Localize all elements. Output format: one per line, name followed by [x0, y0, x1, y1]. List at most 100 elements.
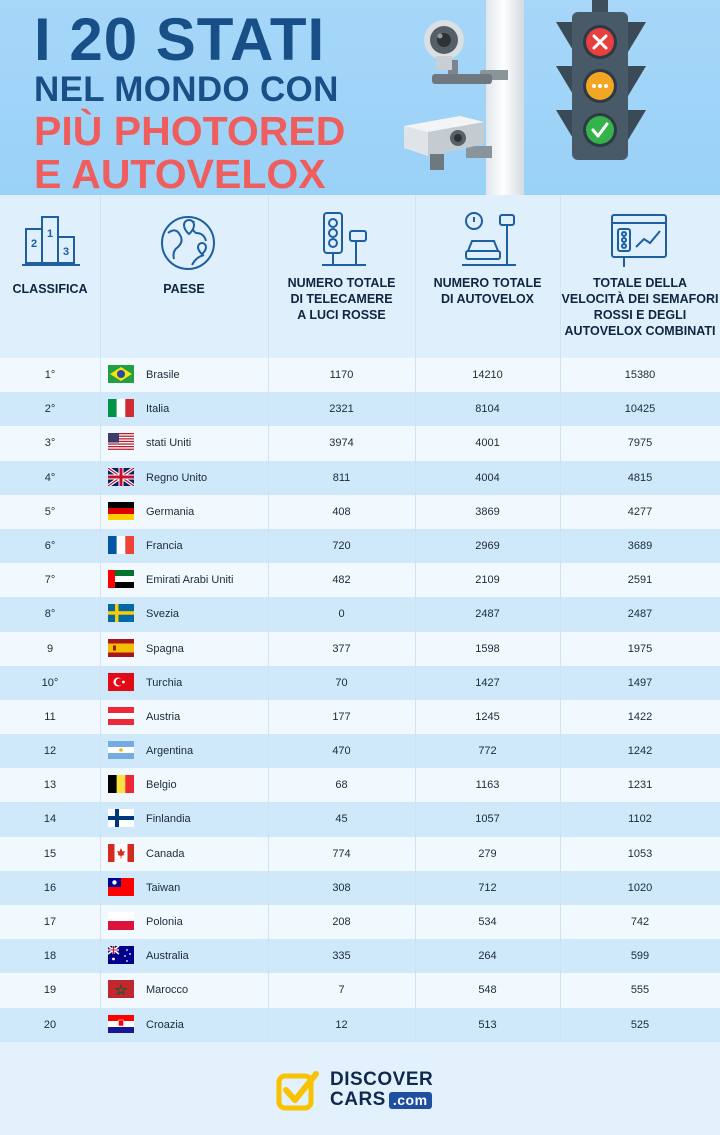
- rank-cell: 7°: [44, 574, 56, 587]
- header-speed-line-1: NUMERO TOTALE: [433, 276, 542, 290]
- header-total-line-3: ROSSI E DEGLI: [593, 308, 687, 322]
- table-header: 1 2 3 CLASSIFICA PAESE: [0, 195, 720, 358]
- total-cell: 7975: [627, 437, 653, 450]
- column-divider: [268, 195, 269, 1040]
- title-line-1: I 20 STATI: [34, 6, 326, 73]
- country-cell: Croazia: [146, 1018, 184, 1031]
- country-cell: Emirati Arabi Uniti: [146, 574, 234, 587]
- column-divider: [415, 195, 416, 1040]
- rank-cell: 11: [44, 710, 56, 723]
- table-body: 1° Brasile 1170 14210 15380 2° Italia 2321 8104 1…: [0, 358, 720, 1042]
- header-speed-line-2: DI AUTOVELOX: [440, 292, 535, 306]
- total-cell: 10425: [624, 403, 656, 416]
- flag-es-icon: [108, 638, 134, 657]
- rank-cell: 17: [43, 916, 57, 928]
- country-cell: Spagna: [146, 642, 184, 655]
- traffic-light-illustration: [556, 0, 646, 160]
- country-cell: Marocco: [146, 984, 189, 997]
- speed-cell: 548: [478, 984, 497, 997]
- total-cell: 4815: [627, 471, 653, 484]
- table-row: 3° stati Uniti 3974 4001 7975: [0, 426, 720, 461]
- table-row: 8° Svezia 0 2487 2487: [0, 597, 720, 632]
- total-cell: 2591: [627, 574, 653, 587]
- logo-domain: .com: [388, 1092, 432, 1109]
- country-cell: Canada: [146, 847, 185, 860]
- table-row: 2° Italia 2321 8104 10425: [0, 392, 720, 427]
- red-light-cell: 177: [332, 710, 351, 723]
- rank-cell: 5°: [44, 505, 56, 518]
- red-light-cell: 1170: [329, 369, 354, 381]
- country-cell: Argentina: [146, 745, 194, 758]
- speed-cell: 1163: [475, 779, 500, 792]
- speed-cell: 712: [478, 881, 497, 894]
- red-light-cell: 720: [332, 539, 351, 552]
- total-cell: 1053: [627, 847, 653, 860]
- table-row: 17 Polonia 208 534 742: [0, 905, 720, 940]
- total-cell: 1975: [627, 642, 653, 655]
- header-total-line-1: TOTALE DELLA: [593, 276, 687, 290]
- rank-cell: 4°: [44, 471, 56, 484]
- country-cell: stati Uniti: [146, 437, 192, 450]
- total-cell: 3689: [627, 539, 653, 552]
- table-row: 1° Brasile 1170 14210 15380: [0, 358, 720, 393]
- header-banner: I 20 STATI NEL MONDO CON PIÙ PHOTORED E …: [0, 0, 720, 195]
- speed-cell: 8104: [475, 403, 500, 416]
- total-cell: 1102: [628, 813, 652, 826]
- title-line-3: PIÙ PHOTORED: [34, 108, 346, 154]
- red-light-cell: 45: [335, 813, 348, 826]
- red-light-cell: 12: [335, 1018, 348, 1031]
- rank-cell: 8°: [44, 608, 56, 621]
- flag-tr-icon: [108, 672, 134, 691]
- rank-cell: 2°: [44, 403, 56, 416]
- header-red-light: NUMERO TOTALE DI TELECAMERE A LUCI ROSSE: [268, 275, 415, 323]
- rank-cell: 18: [43, 950, 57, 963]
- page-title: I 20 STATI NEL MONDO CON PIÙ PHOTORED E …: [34, 10, 345, 195]
- speed-cell: 4004: [475, 471, 500, 484]
- country-cell: Polonia: [146, 916, 183, 928]
- rank-cell: 12: [43, 745, 57, 758]
- red-light-cell: 408: [332, 505, 351, 518]
- rank-cell: 6°: [44, 539, 56, 552]
- table-row: 19 Marocco 7 548 555: [0, 973, 720, 1008]
- red-light-cell: 70: [335, 676, 348, 689]
- red-light-cell: 68: [335, 779, 348, 792]
- header-total: TOTALE DELLA VELOCITÀ DEI SEMAFORI ROSSI…: [560, 275, 720, 339]
- table-row: 11 Austria 177 1245 1422: [0, 699, 720, 735]
- total-cell: 1497: [627, 676, 653, 689]
- speed-cell: 2487: [475, 608, 500, 621]
- table-row: 6° Francia 720 2969 3689: [0, 528, 720, 564]
- country-cell: Germania: [146, 505, 195, 518]
- country-cell: Finlandia: [146, 813, 191, 826]
- cctv-camera-icon: [424, 20, 508, 84]
- total-cell: 1020: [627, 881, 653, 894]
- rank-cell: 13: [43, 779, 57, 792]
- svg-text:2: 2: [31, 238, 37, 250]
- red-light-cell: 482: [332, 574, 351, 587]
- header-total-line-4: AUTOVELOX COMBINATI: [564, 324, 716, 338]
- red-light-cell: 0: [338, 608, 345, 621]
- speed-cell: 2969: [475, 539, 500, 552]
- speed-cell: 1598: [475, 642, 500, 655]
- country-cell: Turchia: [146, 676, 183, 689]
- speed-cell: 1057: [475, 813, 500, 826]
- flag-it-icon: [108, 399, 134, 418]
- table-row: 14 Finlandia 45 1057 1102: [0, 802, 720, 837]
- flag-de-icon: [108, 501, 134, 520]
- speed-camera-icon: [462, 212, 516, 266]
- total-cell: 4277: [627, 505, 653, 518]
- table-row: 12 Argentina 470 772 1242: [0, 734, 720, 769]
- speed-cell: 14210: [472, 369, 503, 381]
- header-red-light-line-3: A LUCI ROSSE: [297, 308, 386, 322]
- podium-icon: 1 2 3: [22, 216, 80, 266]
- flag-fr-icon: [108, 535, 134, 554]
- flag-fi-icon: [108, 809, 134, 828]
- table-row: 15 Canada 774 279 1053: [0, 836, 720, 871]
- flag-at-icon: [108, 706, 134, 725]
- flag-ae-icon: [108, 570, 134, 589]
- rank-cell: 9: [46, 642, 54, 655]
- country-cell: Taiwan: [146, 881, 181, 894]
- speed-cell: 513: [478, 1018, 497, 1031]
- column-divider: [100, 195, 101, 1040]
- rank-cell: 16: [43, 881, 57, 894]
- total-cell: 555: [630, 984, 650, 997]
